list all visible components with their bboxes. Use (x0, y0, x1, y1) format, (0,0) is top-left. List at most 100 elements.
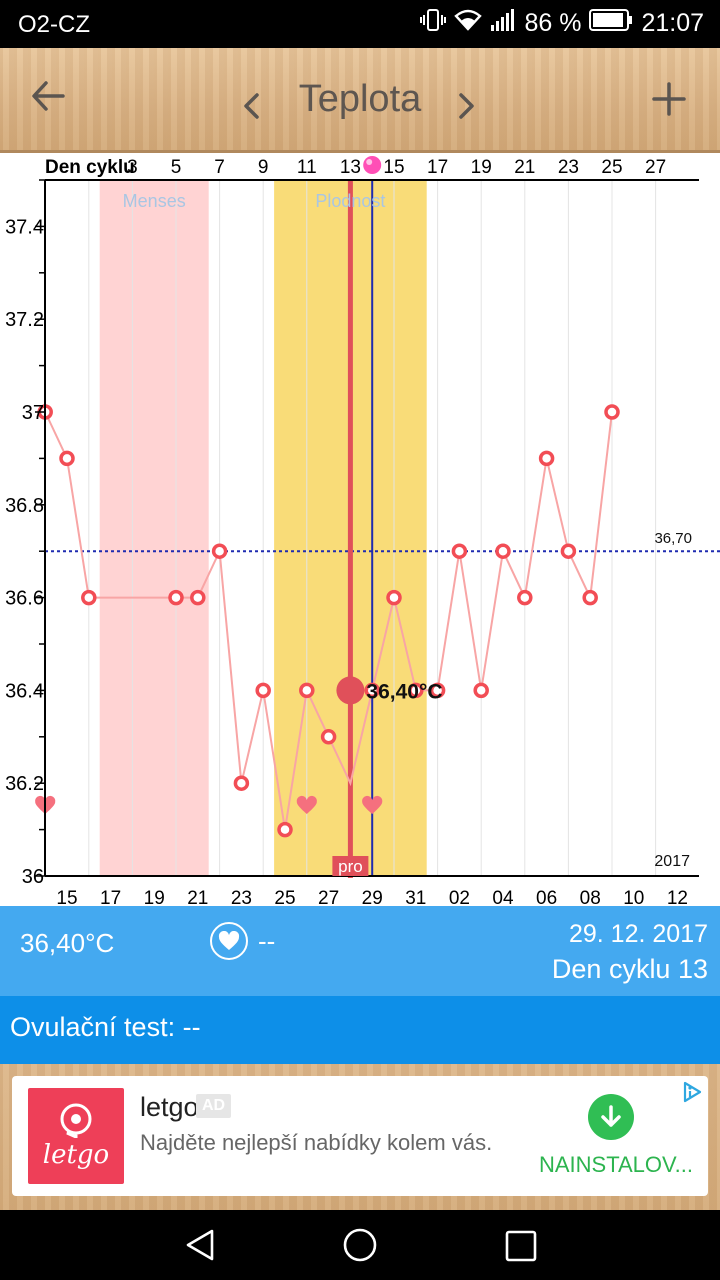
data-point (81, 589, 97, 606)
adchoices-icon[interactable] (680, 1080, 704, 1104)
circle-home-icon (343, 1228, 377, 1262)
ad-app-logo[interactable]: letgo (28, 1088, 124, 1184)
clock: 21:07 (641, 9, 704, 37)
heart-icon (296, 795, 317, 814)
selected-point (336, 676, 365, 705)
date-tick-label: 23 (231, 888, 252, 906)
cycle-tick-label: 27 (645, 157, 666, 178)
battery-icon (589, 9, 633, 38)
header-divider (0, 150, 720, 153)
data-point (386, 589, 402, 606)
date-tick-label: 12 (667, 888, 688, 906)
data-point (233, 775, 250, 791)
ovulation-test-bar[interactable]: Ovulační test: -- (0, 996, 720, 1064)
data-point (604, 404, 620, 420)
date-tick-label: 06 (536, 888, 557, 906)
data-point (560, 543, 577, 559)
chevron-left-icon (244, 93, 259, 119)
data-point (538, 450, 555, 467)
carrier-name: O2-CZ (18, 11, 90, 38)
battery-percent: 86 % (524, 9, 582, 37)
y-tick-label: 36.6 (5, 588, 44, 610)
ovulation-test-label: Ovulační test: -- (10, 1012, 201, 1042)
cycle-day: Den cyklu 13 (551, 954, 708, 984)
ad-app-name[interactable]: letgo (140, 1092, 199, 1122)
data-point (517, 589, 533, 606)
data-point (408, 682, 424, 699)
triangle-back-icon (186, 1229, 214, 1261)
cycle-tick-label: 7 (214, 157, 225, 178)
date-tick-label: 08 (580, 888, 601, 906)
y-tick-label: 36 (22, 866, 44, 888)
cycle-tick-label: 21 (514, 157, 535, 178)
data-point (211, 543, 228, 559)
next-cycle-button[interactable] (454, 84, 478, 128)
data-point (190, 589, 206, 606)
data-point (451, 543, 468, 559)
data-point (473, 682, 489, 699)
y-tick-label: 37.2 (5, 309, 44, 331)
cycle-tick-label: 3 (127, 157, 138, 178)
intercourse-button[interactable] (210, 922, 248, 960)
date-tick-label: 31 (405, 888, 426, 906)
day-info-bar[interactable]: 36,40°C -- 29. 12. 2017 Den cyklu 13 (0, 906, 720, 996)
download-icon[interactable] (588, 1094, 634, 1140)
year-label: 2017 (654, 853, 690, 870)
coverline-label: 36,70 (654, 530, 692, 547)
selected-date: 29. 12. 2017 (568, 920, 708, 948)
signal-icon (490, 9, 516, 38)
cycle-tick-label: 15 (383, 157, 404, 178)
plus-icon (652, 82, 686, 116)
temperature-value: 36,40°C (20, 928, 115, 958)
chevron-right-icon (459, 93, 474, 119)
date-tick-label: 02 (449, 888, 470, 906)
data-point (582, 589, 598, 606)
date-tick-label: 04 (492, 888, 514, 906)
nav-home-button[interactable] (342, 1227, 378, 1268)
cycle-tick-label: 17 (427, 157, 448, 178)
selected-point-label: 36,40°C (366, 680, 442, 703)
date-tick-label: 19 (144, 888, 165, 906)
navigation-bar (0, 1210, 720, 1280)
add-button[interactable] (652, 80, 686, 124)
date-tick-label: 27 (318, 888, 339, 906)
date-tick-label: 10 (623, 888, 644, 906)
cycle-tick-label: 9 (258, 157, 269, 178)
data-point (429, 682, 446, 699)
square-recents-icon (505, 1230, 537, 1262)
nav-back-button[interactable] (184, 1228, 216, 1267)
data-point (168, 589, 184, 606)
date-tick-label: 17 (100, 888, 121, 906)
ad-banner[interactable]: letgo letgo AD Najděte nejlepší nabídky … (12, 1076, 708, 1196)
previous-cycle-button[interactable] (240, 84, 264, 128)
tag-icon (60, 1103, 92, 1138)
heart-icon (362, 795, 383, 814)
date-tick-label: 21 (187, 888, 208, 906)
band-menses (99, 180, 209, 876)
status-icons: 86 % 21:07 (420, 8, 704, 39)
status-bar: O2-CZ 86 % 21:07 (0, 0, 720, 48)
intercourse-value: -- (258, 926, 276, 956)
data-point (495, 543, 511, 559)
y-tick-label: 36.4 (5, 680, 44, 702)
data-point (59, 450, 75, 467)
wifi-icon (454, 9, 483, 38)
y-tick-label: 36.2 (5, 773, 44, 795)
back-button[interactable] (30, 78, 66, 122)
ad-install-button[interactable]: NAINSTALOV... (538, 1152, 694, 1177)
pro-marker-text: pro (338, 857, 363, 876)
selected-day-line (347, 180, 353, 878)
y-tick-label: 36.8 (5, 495, 44, 517)
ovulation-marker-icon (363, 156, 382, 174)
cycle-tick-label: 23 (558, 157, 579, 178)
y-tick-label: 37 (22, 402, 44, 424)
data-point (277, 821, 293, 838)
temperature-chart[interactable]: Menses Plodnost 36,70 36,40°C pro Den cyklu 3 5… (0, 153, 720, 909)
cycle-tick-label: 25 (601, 157, 622, 178)
date-tick-label: 25 (274, 888, 295, 906)
app-header (0, 48, 720, 152)
nav-recents-button[interactable] (505, 1230, 537, 1267)
data-point (364, 682, 380, 699)
cycle-tick-label: 13 (340, 157, 361, 178)
